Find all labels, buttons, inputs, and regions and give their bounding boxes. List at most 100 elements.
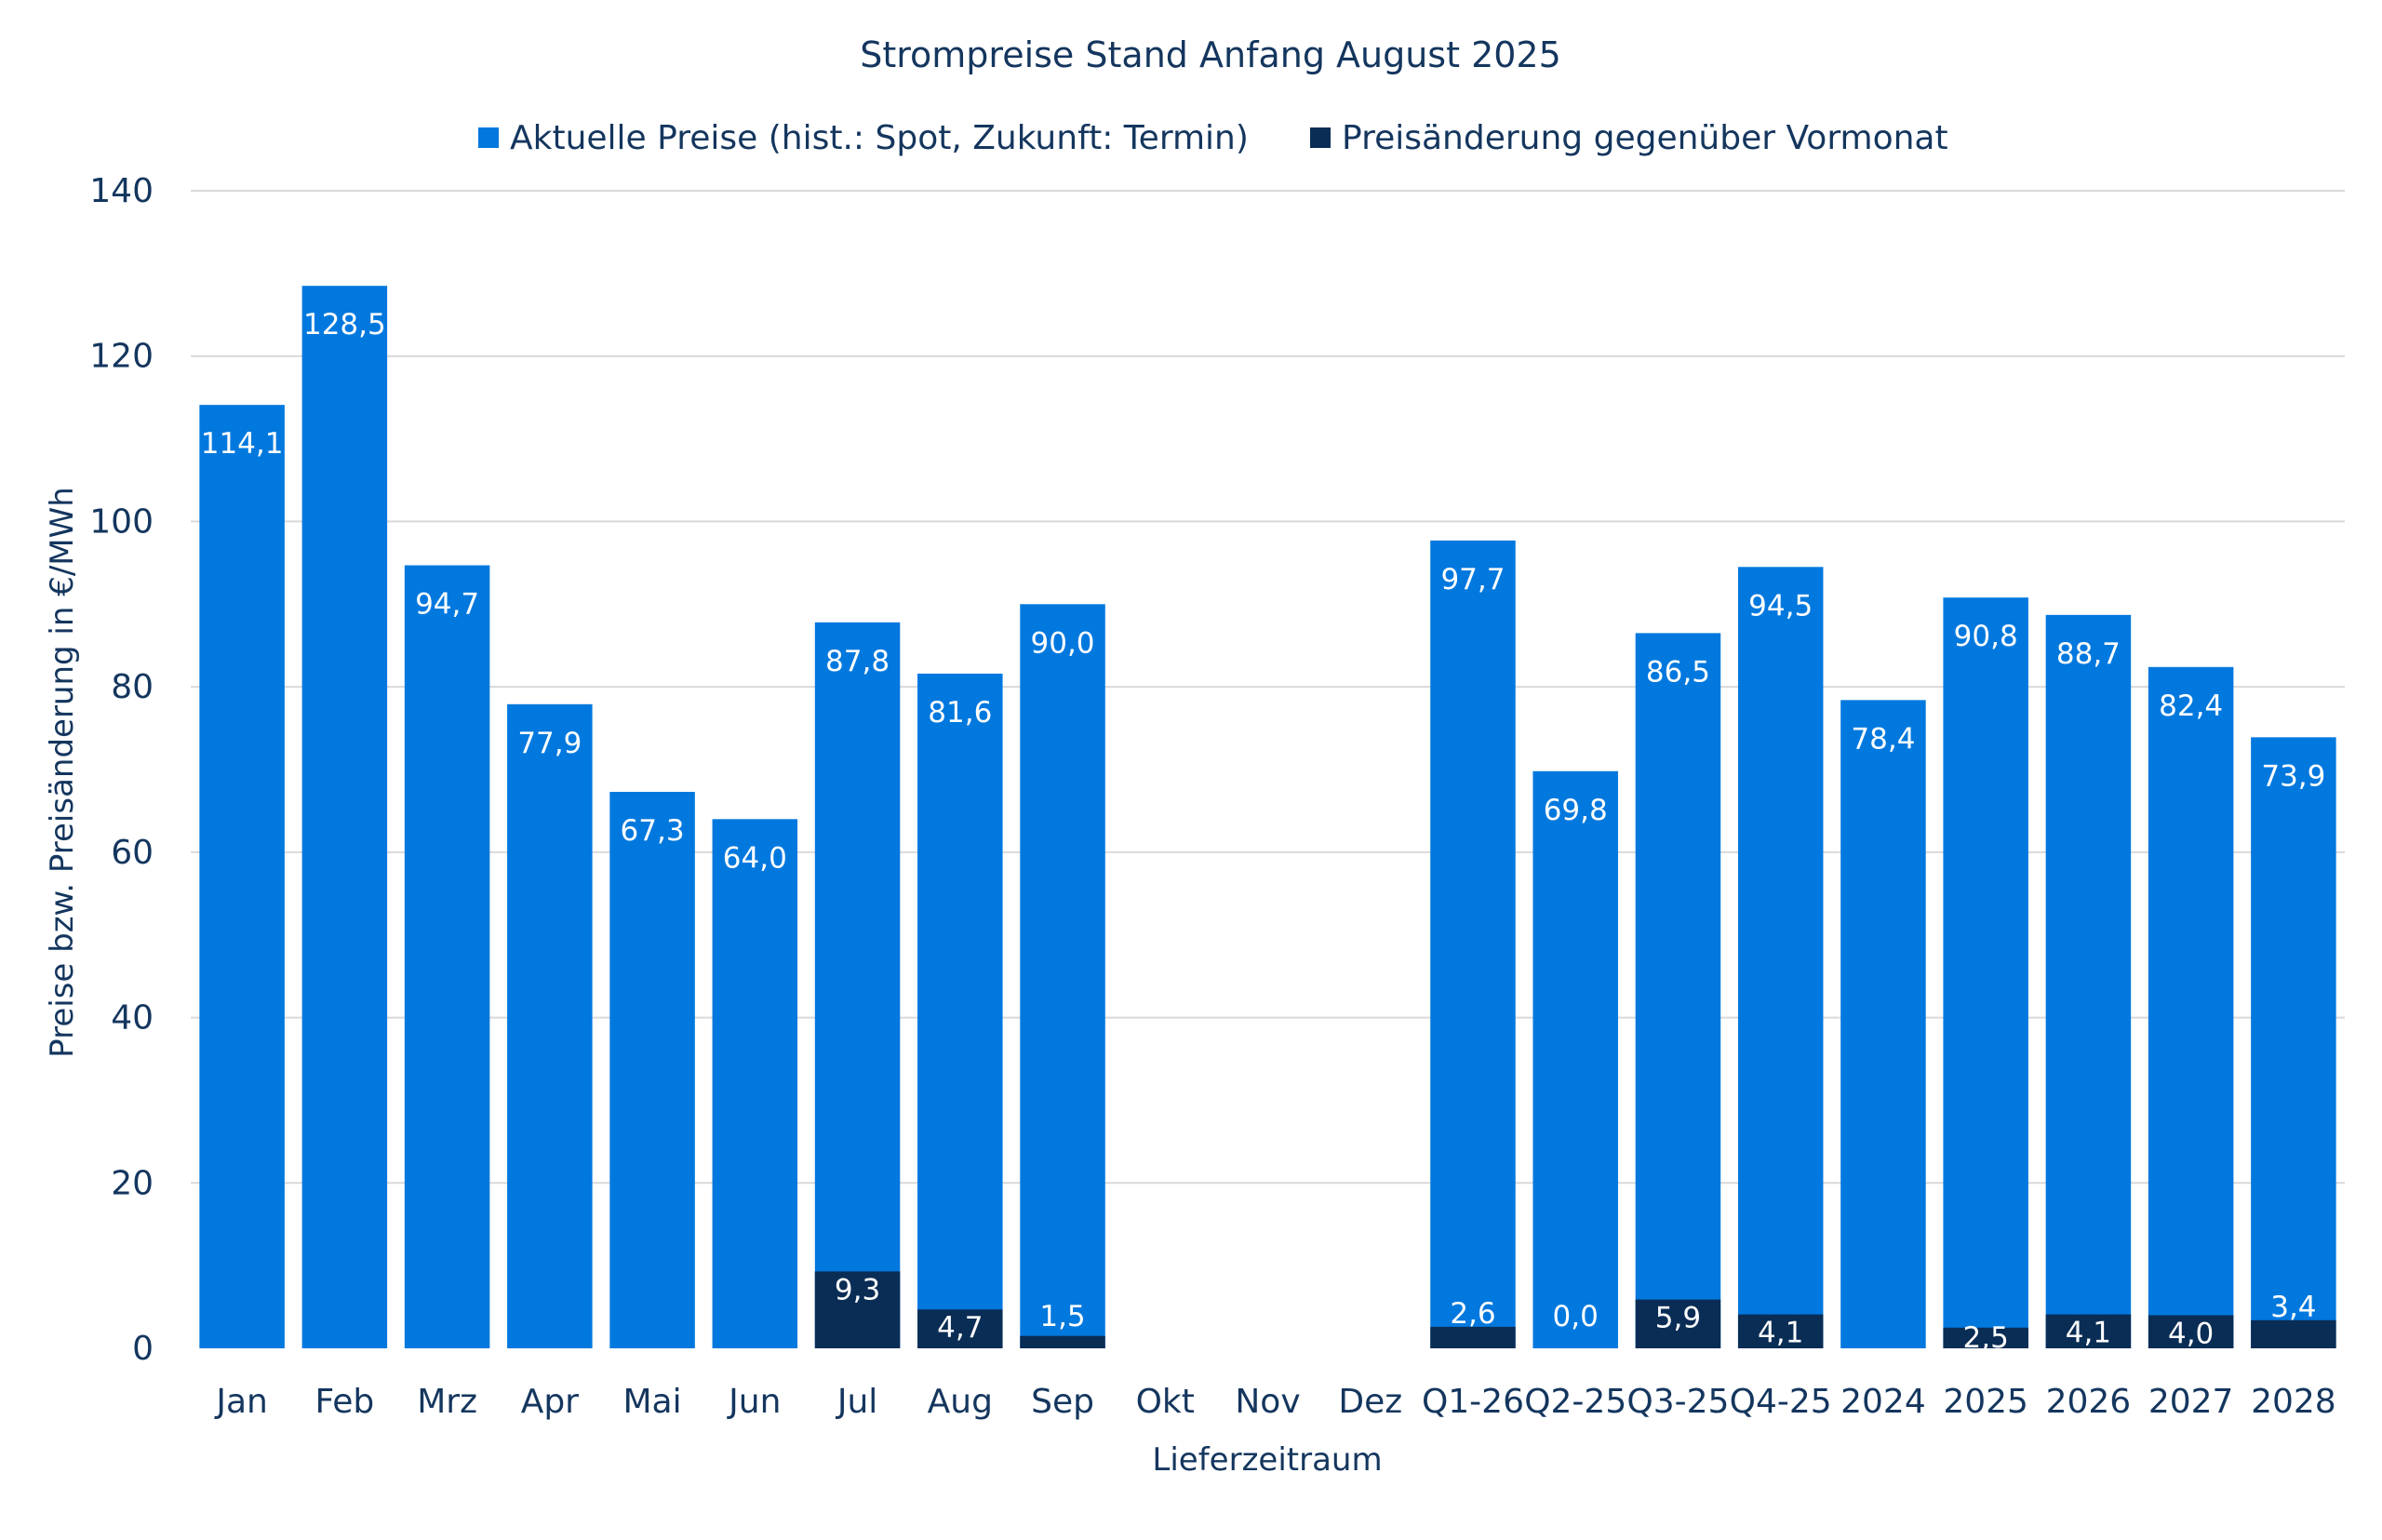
x-tick-label: Aug xyxy=(928,1383,993,1421)
price-bar xyxy=(1020,604,1105,1348)
change-bar xyxy=(2045,1314,2132,1348)
legend-swatch-change xyxy=(1310,127,1331,148)
y-tick-label: 120 xyxy=(89,338,154,376)
price-bar xyxy=(2045,614,2132,1348)
change-bar xyxy=(1430,1326,1516,1348)
price-bar xyxy=(1943,597,2028,1348)
y-tick-label: 60 xyxy=(111,834,154,872)
y-tick-label: 20 xyxy=(111,1164,154,1202)
x-tick-label: Nov xyxy=(1235,1383,1300,1421)
price-label: 114,1 xyxy=(201,427,284,461)
change-label: 4,7 xyxy=(937,1311,983,1345)
bars xyxy=(199,286,2336,1349)
x-tick-label: Mrz xyxy=(417,1383,477,1421)
price-label: 77,9 xyxy=(517,727,582,760)
price-bar xyxy=(814,622,901,1348)
price-bar xyxy=(1635,633,1721,1348)
x-tick-label: Jan xyxy=(214,1383,268,1421)
chart-title: Strompreise Stand Anfang August 2025 xyxy=(860,34,1561,75)
y-tick-label: 40 xyxy=(111,999,154,1038)
price-bar xyxy=(1840,700,1926,1348)
price-label: 81,6 xyxy=(928,696,992,730)
change-label: 1,5 xyxy=(1039,1300,1085,1333)
price-bar xyxy=(2148,666,2234,1348)
change-label: 5,9 xyxy=(1655,1302,1701,1335)
change-label: 4,1 xyxy=(1758,1317,1803,1350)
y-axis-ticks: 0 20 40 60 80 100 120 140 xyxy=(89,172,154,1368)
x-axis-ticks: Jan Feb Mrz Apr Mai Jun Jul Aug Sep Okt Nov Dez Q1-2… xyxy=(214,1383,2335,1421)
price-label: 90,8 xyxy=(1954,620,2018,653)
change-bar xyxy=(1020,1335,1105,1348)
change-label: 0,0 xyxy=(1553,1300,1599,1333)
x-tick-label: Sep xyxy=(1031,1383,1094,1421)
x-tick-label: Q2-25 xyxy=(1524,1383,1626,1421)
x-tick-label: Okt xyxy=(1136,1383,1195,1421)
x-tick-label: Feb xyxy=(314,1383,374,1421)
price-bar xyxy=(404,565,490,1348)
price-label: 97,7 xyxy=(1440,563,1505,596)
price-bar xyxy=(917,673,1003,1348)
price-bar xyxy=(301,286,388,1349)
price-label: 64,0 xyxy=(723,841,787,875)
x-tick-label: 2028 xyxy=(2251,1383,2336,1421)
price-label: 86,5 xyxy=(1646,655,1710,689)
x-tick-label: Apr xyxy=(521,1383,579,1421)
change-bar xyxy=(814,1271,901,1348)
legend-label-change: Preisänderung gegenüber Vormonat xyxy=(1342,119,1948,157)
price-bar xyxy=(712,819,798,1348)
price-label: 69,8 xyxy=(1544,794,1608,827)
x-tick-label: 2027 xyxy=(2148,1383,2234,1421)
price-bar xyxy=(609,791,695,1348)
y-tick-label: 80 xyxy=(111,668,154,706)
legend-swatch-prices xyxy=(478,127,499,148)
change-label: 3,4 xyxy=(2270,1291,2316,1324)
price-label: 73,9 xyxy=(2261,759,2325,793)
price-label: 67,3 xyxy=(621,814,685,848)
price-label: 78,4 xyxy=(1851,722,1915,756)
price-bar xyxy=(2251,737,2336,1348)
change-label: 4,1 xyxy=(2066,1317,2111,1350)
x-tick-label: Mai xyxy=(623,1383,682,1421)
price-bar xyxy=(507,703,593,1348)
x-tick-label: Jul xyxy=(836,1383,877,1421)
change-bar xyxy=(917,1309,1003,1348)
y-tick-label: 140 xyxy=(89,172,154,210)
change-bar xyxy=(1635,1299,1721,1348)
data-labels: 114,1 128,5 94,7 77,9 67,3 64,0 87,8 9,3 81,6 4,7… xyxy=(201,308,2326,1355)
x-tick-label: 2026 xyxy=(2046,1383,2132,1421)
change-bar xyxy=(2251,1319,2336,1348)
change-bar xyxy=(2148,1315,2234,1348)
price-bar xyxy=(1430,540,1516,1348)
change-label: 9,3 xyxy=(835,1273,880,1306)
price-label: 94,7 xyxy=(415,588,479,622)
price-bar xyxy=(199,405,285,1348)
x-tick-label: Q3-25 xyxy=(1626,1383,1729,1421)
price-label: 88,7 xyxy=(2056,637,2121,671)
change-bar xyxy=(1943,1327,2028,1348)
x-tick-label: Jun xyxy=(727,1383,781,1421)
price-label: 82,4 xyxy=(2159,690,2223,723)
x-tick-label: Q4-25 xyxy=(1730,1383,1832,1421)
x-axis-title: Lieferzeitraum xyxy=(1152,1441,1382,1479)
change-label: 2,5 xyxy=(1963,1321,2009,1355)
price-label: 90,0 xyxy=(1031,626,1095,660)
price-label: 128,5 xyxy=(303,308,386,341)
y-tick-label: 0 xyxy=(132,1330,154,1368)
price-label: 87,8 xyxy=(825,645,890,678)
x-tick-label: Q1-26 xyxy=(1422,1383,1524,1421)
change-label: 4,0 xyxy=(2168,1317,2214,1350)
price-bar xyxy=(1532,770,1618,1348)
x-tick-label: Dez xyxy=(1338,1383,1402,1421)
price-label: 94,5 xyxy=(1748,589,1813,623)
legend-label-prices: Aktuelle Preise (hist.: Spot, Zukunft: T… xyxy=(510,119,1249,157)
change-label: 2,6 xyxy=(1450,1297,1495,1331)
y-tick-label: 100 xyxy=(89,502,154,541)
x-tick-label: 2024 xyxy=(1840,1383,1926,1421)
y-axis-title: Preise bzw. Preisänderung in €/MWh xyxy=(44,487,81,1058)
change-bar xyxy=(1737,1314,1824,1348)
legend: Aktuelle Preise (hist.: Spot, Zukunft: T… xyxy=(478,119,1948,157)
price-bar xyxy=(1737,567,1824,1348)
x-tick-label: 2025 xyxy=(1943,1383,2028,1421)
